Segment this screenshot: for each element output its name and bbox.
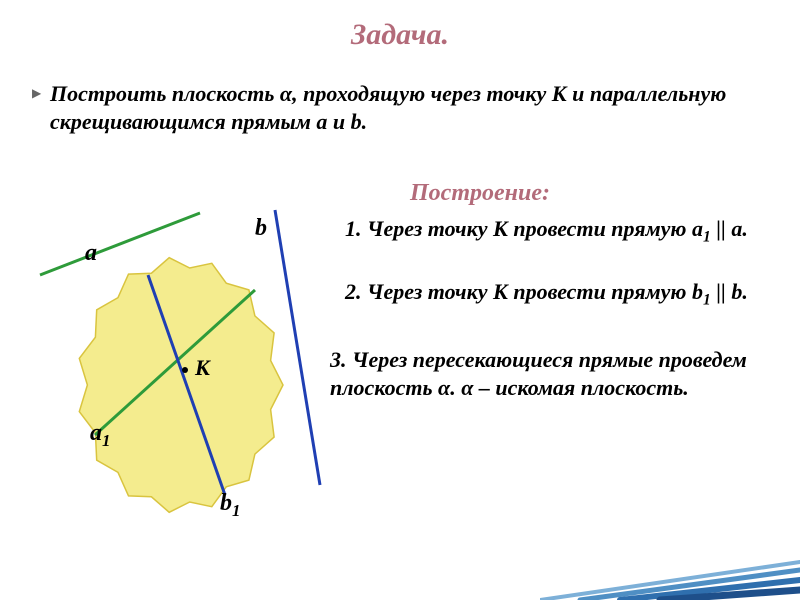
label-a: а [85,240,97,267]
diagram-svg [30,205,330,545]
label-a1: а1 [90,420,110,451]
corner-accent [540,540,800,600]
step-1: 1. Через точку К провести прямую а1 || а… [345,215,800,247]
construction-heading: Построение: [410,180,550,207]
label-b1: b1 [220,490,240,521]
problem-statement: ▶ Построить плоскость α, проходящую чере… [50,80,770,135]
label-b: b [255,215,267,242]
label-K: К [195,355,210,381]
geometry-diagram: а b а1 b1 К [30,205,330,545]
step-3: 3. Через пересекающиеся прямые проведем … [330,346,800,401]
problem-text: Построить плоскость α, проходящую через … [50,81,726,134]
page-title: Задача. [0,18,800,52]
bullet-icon: ▶ [32,86,41,101]
step-2: 2. Через точку К провести прямую b1 || b… [345,278,800,310]
